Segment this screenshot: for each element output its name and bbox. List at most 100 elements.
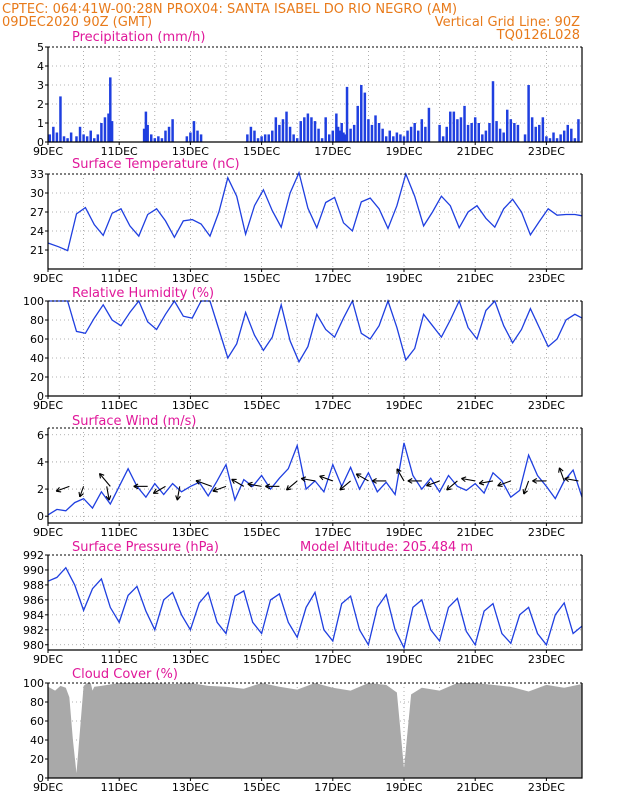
wind-arrow bbox=[152, 485, 166, 494]
wind-xtick-label: 11DEC bbox=[101, 526, 138, 539]
precipitation-bar bbox=[59, 96, 62, 142]
precipitation-bar bbox=[55, 132, 59, 142]
temperature-ytick-label: 27 bbox=[30, 206, 44, 219]
pressure-ytick-label: 992 bbox=[23, 549, 44, 562]
temperature-title: Surface Temperature (nC) bbox=[72, 157, 240, 172]
wind-ytick-label: 2 bbox=[37, 483, 44, 496]
wind-arrow bbox=[319, 474, 333, 482]
humidity-ytick-label: 20 bbox=[30, 371, 44, 384]
precipitation-bar bbox=[253, 130, 256, 142]
precipitation-bar bbox=[85, 136, 89, 142]
precipitation-bar bbox=[263, 134, 267, 142]
precipitation-xtick-label: 15DEC bbox=[243, 145, 280, 158]
precipitation-bar bbox=[52, 126, 55, 142]
precipitation-bar bbox=[463, 105, 466, 142]
precipitation-bar bbox=[427, 107, 431, 142]
humidity-xtick-label: 15DEC bbox=[243, 399, 280, 412]
precipitation-bar bbox=[534, 126, 537, 142]
precipitation-bar bbox=[491, 81, 495, 142]
precipitation-bar bbox=[331, 130, 335, 142]
wind-arrow bbox=[497, 480, 511, 488]
precipitation-bar bbox=[310, 117, 313, 142]
pressure-ytick-label: 984 bbox=[23, 609, 44, 622]
pressure-ytick-label: 982 bbox=[23, 624, 44, 637]
precipitation-bar bbox=[445, 126, 448, 142]
precipitation-bar bbox=[196, 130, 199, 142]
precipitation-bar bbox=[449, 111, 452, 142]
precipitation-bar bbox=[157, 136, 160, 142]
temperature-ytick-label: 30 bbox=[30, 187, 44, 200]
precipitation-bar bbox=[271, 130, 274, 142]
wind-arrow bbox=[98, 472, 111, 487]
temperature-ytick-label: 33 bbox=[30, 168, 44, 181]
humidity-xtick-label: 11DEC bbox=[101, 399, 138, 412]
cloud-cover-xtick-label: 23DEC bbox=[528, 781, 565, 794]
precipitation-xtick-label: 17DEC bbox=[314, 145, 351, 158]
wind-xtick-label: 13DEC bbox=[172, 526, 209, 539]
precipitation-bar bbox=[441, 136, 445, 142]
header-model: TQ0126L028 bbox=[496, 28, 580, 43]
precipitation-bar bbox=[413, 123, 416, 142]
precipitation-bar bbox=[110, 121, 114, 142]
header-station: CPTEC: 064:41W-00:28N PROX04: SANTA ISAB… bbox=[2, 2, 457, 17]
precipitation-bar bbox=[538, 124, 541, 142]
cloud-cover-ytick-label: 100 bbox=[23, 677, 44, 690]
wind-xtick-label: 19DEC bbox=[385, 526, 422, 539]
precipitation-bar bbox=[377, 123, 381, 142]
precipitation-bar bbox=[149, 134, 153, 142]
precipitation-bar bbox=[69, 132, 73, 142]
precipitation-bar bbox=[505, 109, 509, 142]
pressure-xtick-label: 17DEC bbox=[314, 653, 351, 666]
precipitation-bar bbox=[306, 113, 310, 142]
pressure-ytick-label: 990 bbox=[23, 564, 44, 577]
cloud-cover-area bbox=[48, 683, 582, 778]
model-altitude-label: Model Altitude: 205.484 m bbox=[300, 540, 473, 555]
precipitation-bar bbox=[336, 126, 340, 142]
precipitation-bar bbox=[562, 130, 566, 142]
precipitation-bar bbox=[167, 126, 171, 142]
humidity-frame bbox=[47, 301, 583, 397]
precipitation-bar bbox=[256, 138, 260, 142]
precipitation-bar bbox=[313, 121, 317, 142]
precipitation-bar bbox=[395, 132, 399, 142]
cloud-cover-xtick-label: 15DEC bbox=[243, 781, 280, 794]
precipitation-bar bbox=[260, 136, 263, 142]
precipitation-bar bbox=[327, 134, 331, 142]
temperature-xtick-label: 13DEC bbox=[172, 272, 209, 285]
wind-title: Surface Wind (m/s) bbox=[72, 414, 196, 429]
temperature-xtick-label: 17DEC bbox=[314, 272, 351, 285]
temperature-xtick-label: 11DEC bbox=[101, 272, 138, 285]
precipitation-xtick-label: 13DEC bbox=[172, 145, 209, 158]
cloud-cover-panel: Cloud Cover (%) 0 20 40 60 80 100 9DEC 11DEC 13D… bbox=[23, 667, 583, 794]
humidity-xtick-label: 9DEC bbox=[33, 399, 63, 412]
cloud-cover-xtick-label: 19DEC bbox=[385, 781, 422, 794]
precipitation-bar bbox=[509, 119, 513, 142]
precipitation-bar bbox=[513, 123, 516, 142]
humidity-xtick-label: 23DEC bbox=[528, 399, 565, 412]
wind-ytick-label: 4 bbox=[37, 456, 44, 469]
precipitation-bar bbox=[530, 117, 534, 142]
cloud-cover-xtick-label: 9DEC bbox=[33, 781, 63, 794]
precipitation-bar bbox=[345, 86, 349, 142]
precipitation-bar bbox=[48, 134, 52, 142]
wind-arrow bbox=[478, 479, 494, 486]
header-grid-line: Vertical Grid Line: 90Z bbox=[435, 15, 580, 30]
precipitation-xtick-label: 11DEC bbox=[101, 145, 138, 158]
precipitation-bar bbox=[66, 138, 69, 142]
wind-arrow bbox=[231, 478, 245, 487]
humidity-title: Relative Humidity (%) bbox=[72, 286, 214, 301]
precipitation-bar bbox=[459, 117, 463, 142]
precipitation-bar bbox=[555, 138, 559, 142]
precipitation-bar bbox=[370, 124, 374, 142]
precipitation-bar bbox=[100, 123, 103, 142]
precipitation-bar bbox=[324, 117, 327, 142]
precipitation-bar bbox=[142, 128, 146, 142]
cloud-cover-ytick-label: 20 bbox=[30, 753, 44, 766]
wind-arrow bbox=[532, 478, 547, 484]
precipitation-bar bbox=[527, 85, 530, 142]
precipitation-bar bbox=[320, 138, 324, 142]
humidity-xtick-label: 19DEC bbox=[385, 399, 422, 412]
humidity-ytick-label: 60 bbox=[30, 333, 44, 346]
cloud-cover-xtick-label: 21DEC bbox=[457, 781, 494, 794]
